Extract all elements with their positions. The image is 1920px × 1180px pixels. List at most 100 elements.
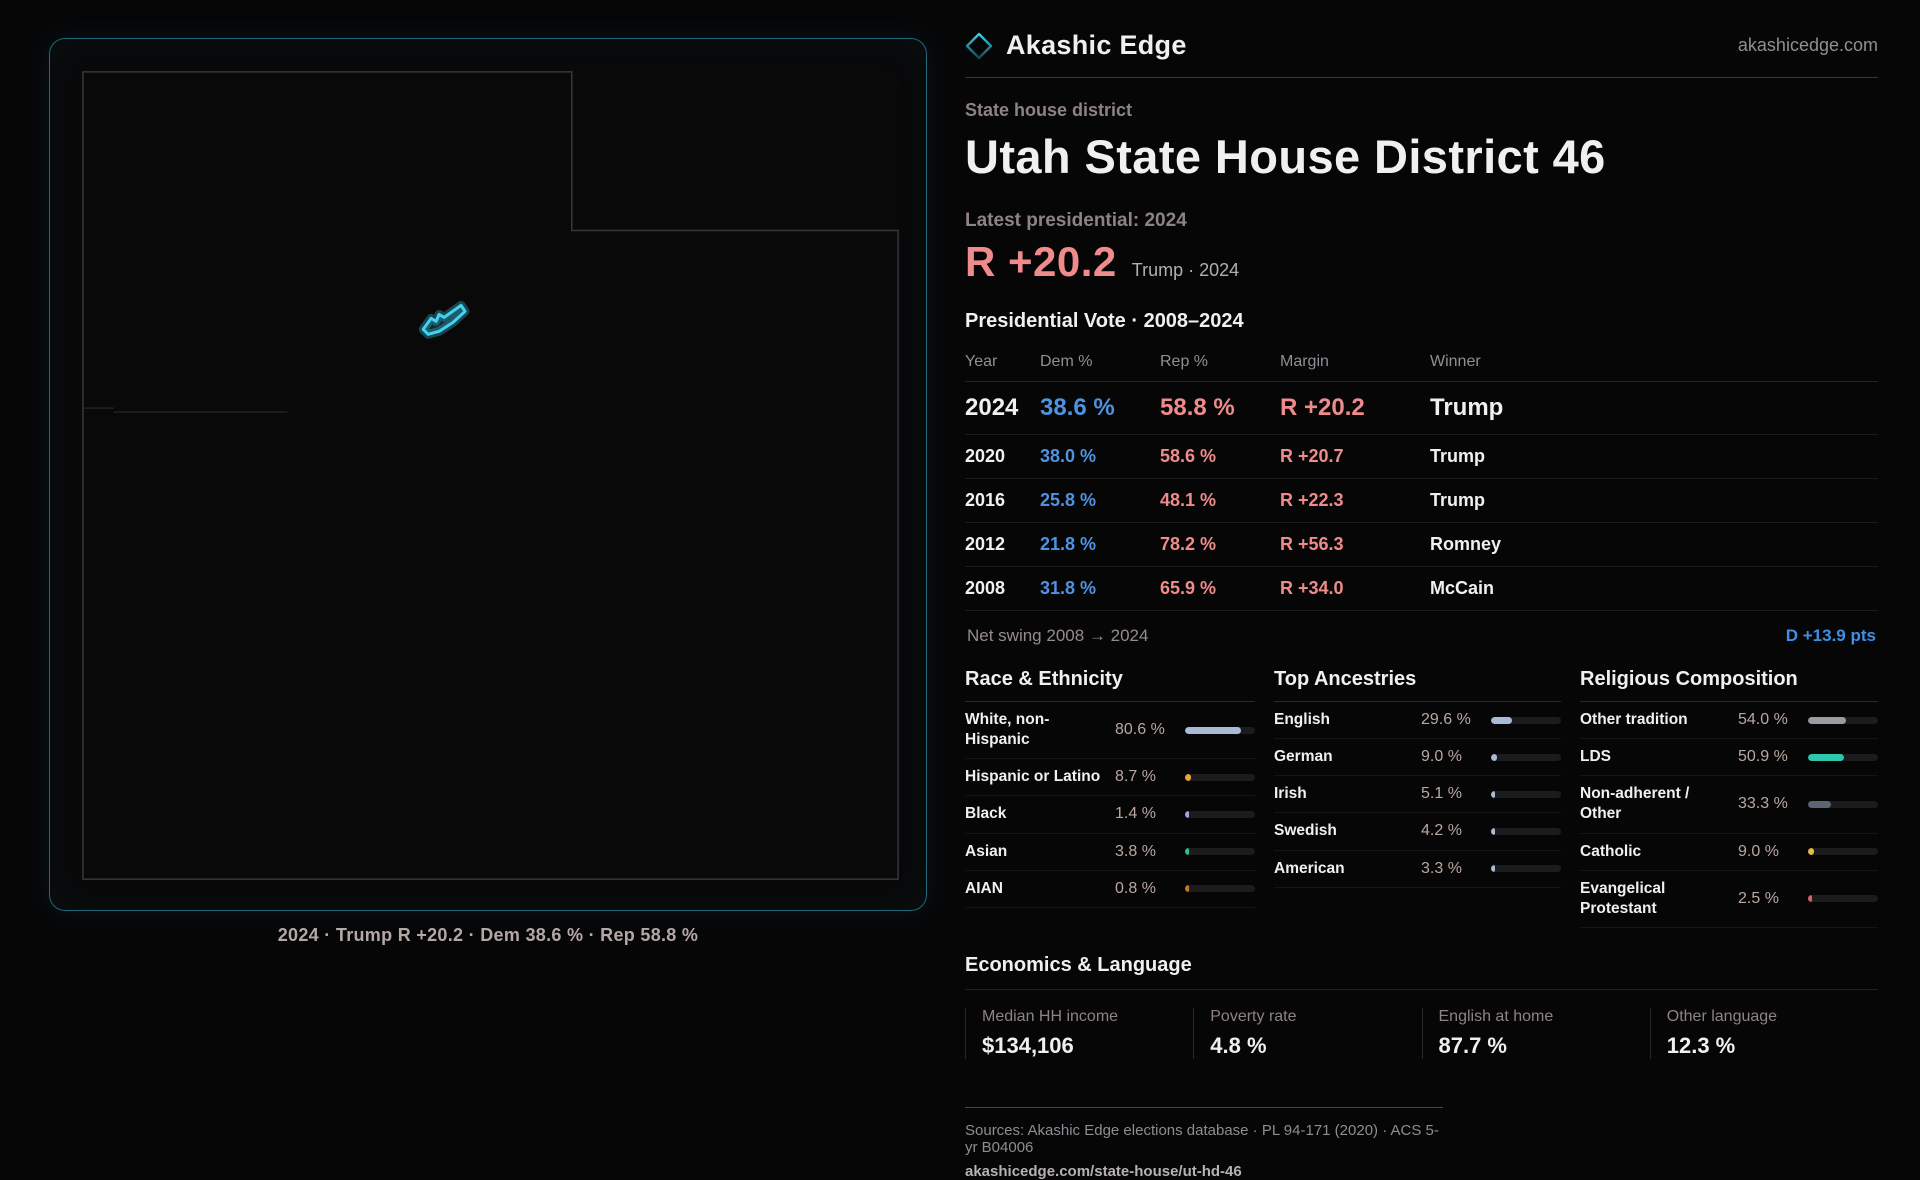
stat-label: English at home xyxy=(1438,1007,1554,1025)
footer: Sources: Akashic Edge elections database… xyxy=(965,1106,1443,1180)
bar-fill xyxy=(1808,753,1844,761)
demo-value: 4.2 % xyxy=(1421,822,1462,840)
bar-track xyxy=(1491,790,1561,798)
bar-fill xyxy=(1185,773,1192,781)
list-item: LDS 50.9 % xyxy=(1580,739,1878,777)
demo-value: 80.6 % xyxy=(1115,721,1165,739)
year-cell: 2012 xyxy=(965,534,1006,554)
year-cell: 2008 xyxy=(965,578,1006,598)
margin-cell: R +22.3 xyxy=(1280,490,1344,510)
rep-cell: 65.9 % xyxy=(1160,578,1217,598)
demo-label: AIAN xyxy=(965,879,1003,897)
demo-label: Irish xyxy=(1274,785,1307,803)
demo-label: Asian xyxy=(965,842,1008,860)
bar-track xyxy=(1491,865,1561,873)
list-item: Hispanic or Latino 8.7 % xyxy=(965,759,1255,797)
stat-english-at-home: English at home 87.7 % xyxy=(1421,1007,1650,1059)
list-item: German 9.0 % xyxy=(1274,739,1561,777)
list-item: AIAN 0.8 % xyxy=(965,871,1255,908)
demo-label: Black xyxy=(965,805,1007,823)
demo-label: American xyxy=(1274,859,1345,877)
demo-value: 3.8 % xyxy=(1115,842,1156,860)
map-caption: 2024 · Trump R +20.2 · Dem 38.6 % · Rep … xyxy=(277,925,699,945)
col-dem: Dem % xyxy=(1040,353,1093,370)
utah-map-canvas xyxy=(82,71,899,880)
stat-value: $134,106 xyxy=(982,1032,1074,1058)
bar-track xyxy=(1185,810,1255,818)
bar-track xyxy=(1185,726,1255,734)
net-swing-row: Net swing 2008 → 2024 D +13.9 pts xyxy=(965,611,1878,658)
vote-table: Year Dem % Rep % Margin Winner 2024 38.6… xyxy=(965,343,1878,611)
dem-cell: 21.8 % xyxy=(1040,534,1097,554)
margin-cell: R +56.3 xyxy=(1280,534,1344,554)
demo-label: Other tradition xyxy=(1580,711,1688,728)
year-cell: 2020 xyxy=(965,446,1006,466)
margin-cell: R +20.7 xyxy=(1280,446,1344,466)
bar-track xyxy=(1491,827,1561,835)
margin-cell: R +34.0 xyxy=(1280,578,1344,598)
brand-name: Akashic Edge xyxy=(1006,30,1187,60)
demo-label: Hispanic or Latino xyxy=(965,768,1101,786)
table-row: 2012 21.8 % 78.2 % R +56.3 Romney xyxy=(965,523,1878,567)
bar-track xyxy=(1491,716,1561,724)
demo-label: Catholic xyxy=(1580,842,1642,860)
demo-value: 2.5 % xyxy=(1738,889,1779,907)
bar-fill xyxy=(1491,753,1498,761)
demo-value: 50.9 % xyxy=(1738,748,1788,766)
brand: Akashic Edge xyxy=(965,30,1187,61)
stat-value: 12.3 % xyxy=(1666,1032,1736,1058)
domain-link[interactable]: akashicedge.com xyxy=(1737,35,1878,55)
district-map-card xyxy=(49,38,927,911)
table-row: 2024 38.6 % 58.8 % R +20.2 Trump xyxy=(965,382,1878,435)
demo-value: 3.3 % xyxy=(1421,859,1462,877)
demo-value: 8.7 % xyxy=(1115,768,1156,786)
stat-label: Other language xyxy=(1666,1007,1778,1025)
page-root: { "brand": { "name": "Akashic Edge", "do… xyxy=(49,30,1878,1180)
bar-track xyxy=(1808,895,1878,903)
page-title: Utah State House District 46 xyxy=(965,130,1606,183)
demo-value: 33.3 % xyxy=(1738,795,1788,813)
bar-track xyxy=(1808,800,1878,808)
bar-fill xyxy=(1491,827,1495,835)
demo-label: Swedish xyxy=(1274,822,1337,840)
list-item: Evangelical Protestant 2.5 % xyxy=(1580,871,1878,928)
bar-track xyxy=(1491,753,1561,761)
margin-cell: R +20.2 xyxy=(1280,394,1365,421)
demo-label: Non-adherent / Other xyxy=(1580,785,1690,823)
stat-label: Median HH income xyxy=(982,1007,1119,1025)
bar-track xyxy=(1808,848,1878,856)
demo-value: 0.8 % xyxy=(1115,879,1156,897)
vote-table-header: Year Dem % Rep % Margin Winner xyxy=(965,343,1878,382)
kicker-label: State house district xyxy=(965,100,1133,120)
latest-presidential-label: Latest presidential: 2024 xyxy=(965,210,1187,231)
ancestries-title: Top Ancestries xyxy=(1274,668,1561,702)
list-item: Non-adherent / Other 33.3 % xyxy=(1580,776,1878,834)
bar-fill xyxy=(1185,885,1189,893)
list-item: Catholic 9.0 % xyxy=(1580,834,1878,871)
list-item: Other tradition 54.0 % xyxy=(1580,702,1878,740)
net-swing-label: Net swing 2008 → 2024 xyxy=(967,626,1149,645)
race-ethnicity-title: Race & Ethnicity xyxy=(965,668,1255,702)
demo-label: LDS xyxy=(1580,748,1611,766)
bar-track xyxy=(1808,716,1878,724)
bar-fill xyxy=(1185,848,1189,856)
list-item: American 3.3 % xyxy=(1274,851,1561,888)
winner-cell: Romney xyxy=(1430,534,1502,554)
panel-header: Akashic Edge akashicedge.com xyxy=(965,30,1878,78)
permalink-link[interactable]: akashicedge.com/state-house/ut-hd-46 xyxy=(965,1162,1242,1180)
winner-cell: McCain xyxy=(1430,578,1495,598)
district-46-shape[interactable] xyxy=(421,303,467,336)
bar-fill xyxy=(1185,810,1189,818)
bar-fill xyxy=(1808,800,1832,808)
stat-other-language: Other language 12.3 % xyxy=(1649,1007,1878,1059)
bar-track xyxy=(1808,753,1878,761)
vote-table-title: Presidential Vote · 2008–2024 xyxy=(965,310,1244,332)
demo-value: 54.0 % xyxy=(1738,711,1788,729)
bar-fill xyxy=(1808,848,1815,856)
col-margin: Margin xyxy=(1280,353,1329,370)
rep-cell: 78.2 % xyxy=(1160,534,1217,554)
bar-fill xyxy=(1491,865,1495,873)
economics-title: Economics & Language xyxy=(965,954,1878,990)
demo-value: 9.0 % xyxy=(1738,842,1779,860)
net-swing-value: D +13.9 pts xyxy=(1785,626,1876,645)
